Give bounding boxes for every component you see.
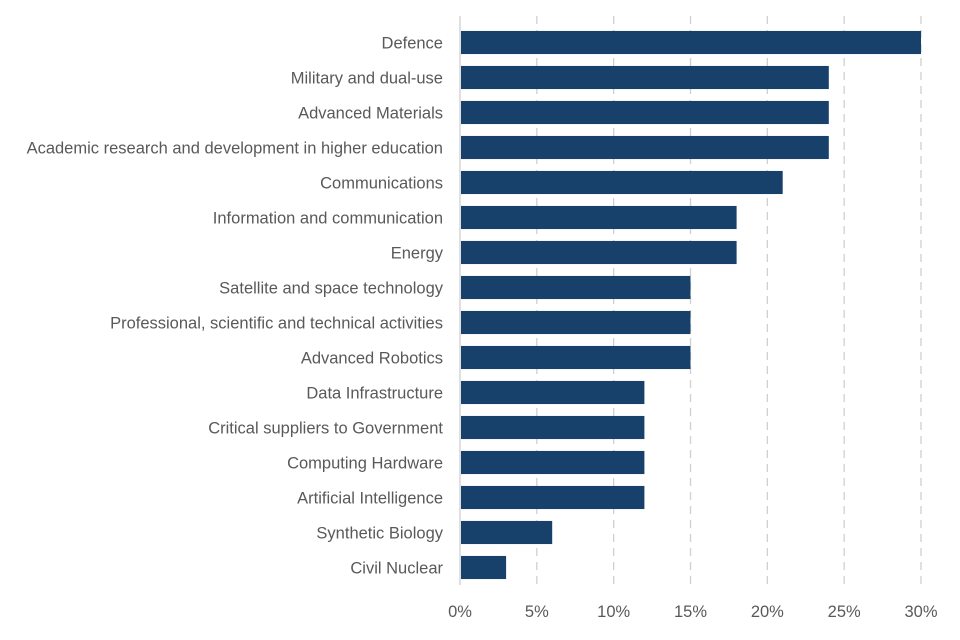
bars: [461, 30, 921, 580]
gridlines: [459, 16, 922, 585]
x-tick-label: 15%: [674, 603, 707, 621]
bar: [461, 30, 921, 55]
category-label: Computing Hardware: [287, 455, 443, 473]
x-tick-label: 20%: [751, 603, 784, 621]
category-label: Military and dual-use: [291, 70, 443, 88]
bar: [461, 65, 829, 90]
bar: [461, 345, 691, 370]
category-label: Synthetic Biology: [316, 525, 443, 543]
x-tick-label: 0%: [448, 603, 472, 621]
x-tick-label: 5%: [525, 603, 549, 621]
category-label: Communications: [320, 175, 443, 193]
category-label: Professional, scientific and technical a…: [110, 315, 443, 333]
x-tick-label: 25%: [828, 603, 861, 621]
x-axis-ticks: 0% 5% 10% 15% 20% 25% 30%: [448, 603, 938, 621]
bar: [461, 485, 645, 510]
bar: [461, 450, 645, 475]
category-label: Defence: [382, 35, 443, 53]
bar: [461, 240, 737, 265]
bar: [461, 415, 645, 440]
bar: [461, 310, 691, 335]
bar: [461, 380, 645, 405]
x-tick-label: 30%: [904, 603, 937, 621]
category-label: Civil Nuclear: [350, 560, 443, 578]
category-label: Energy: [391, 245, 444, 263]
bar: [461, 205, 737, 230]
category-label: Advanced Robotics: [301, 350, 443, 368]
category-label: Data Infrastructure: [306, 385, 443, 403]
bar: [461, 555, 507, 580]
category-label: Critical suppliers to Government: [208, 420, 443, 438]
category-label: Advanced Materials: [298, 105, 443, 123]
bar: [461, 520, 553, 545]
bar: [461, 135, 829, 160]
bar: [461, 170, 783, 195]
category-label: Academic research and development in hig…: [27, 140, 443, 158]
category-label: Artificial Intelligence: [297, 490, 443, 508]
bar: [461, 275, 691, 300]
x-tick-label: 10%: [597, 603, 630, 621]
category-label: Satellite and space technology: [219, 280, 444, 298]
bar: [461, 100, 829, 125]
category-label: Information and communication: [213, 210, 443, 228]
category-labels: Defence Military and dual-use Advanced Mat…: [27, 35, 444, 578]
